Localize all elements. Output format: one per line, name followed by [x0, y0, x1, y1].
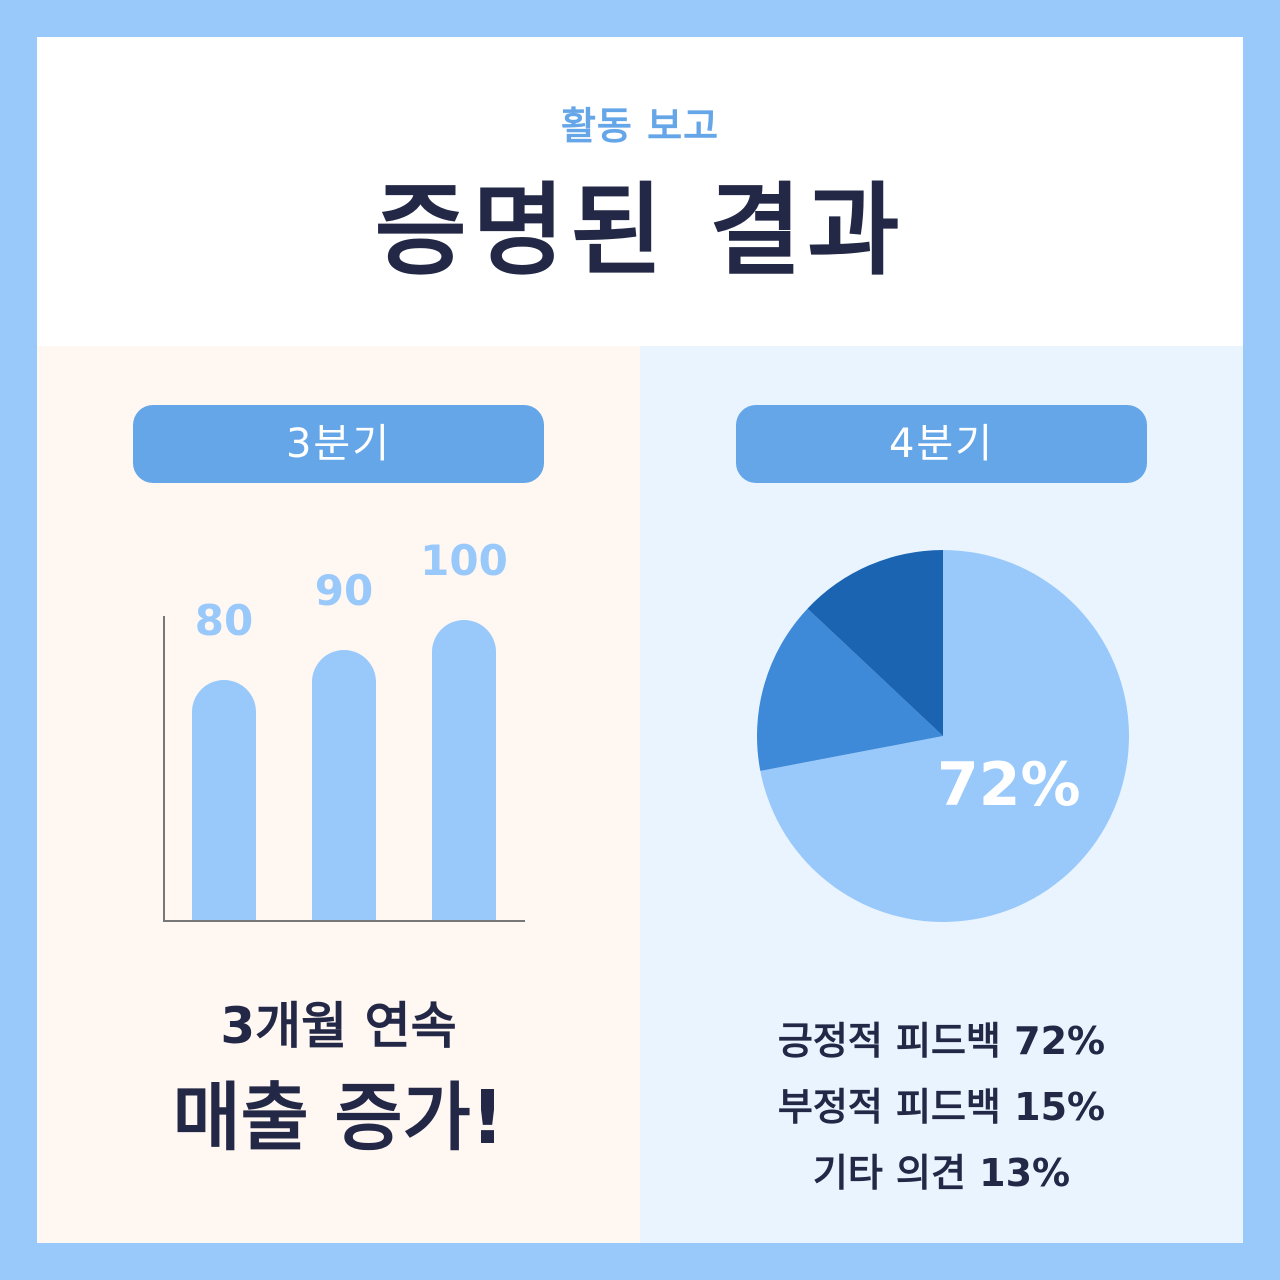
caption-line-1: 3개월 연속	[220, 997, 457, 1055]
legend-other: 기타 의견 13%	[812, 1151, 1071, 1195]
bar-label-2: 90	[314, 566, 374, 615]
header: 활동 보고 증명된 결과	[37, 37, 1243, 346]
caption-line-2: 매출 증가!	[172, 1075, 505, 1161]
legend-positive: 긍정적 피드백 72%	[777, 1019, 1106, 1063]
bar-label-3: 100	[420, 536, 508, 585]
q4-label-pill: 4분기	[736, 405, 1147, 483]
report-card: 활동 보고 증명된 결과 3분기 80 90 100 3개월 연속 매출 증가!…	[37, 37, 1243, 1243]
page-title: 증명된 결과	[374, 172, 906, 289]
bar-3	[432, 620, 496, 920]
q4-panel: 4분기 72% 긍정적 피드백 72% 부정적 피드백 15% 기타 의견 13…	[640, 346, 1243, 1243]
bar-1	[192, 680, 256, 920]
q3-panel: 3분기 80 90 100 3개월 연속 매출 증가!	[37, 346, 640, 1243]
pie-slice-positive	[760, 550, 1129, 922]
legend-negative: 부정적 피드백 15%	[777, 1085, 1106, 1129]
pie-slice-negative	[757, 608, 943, 771]
bar-chart: 80 90 100	[163, 536, 525, 922]
q3-label-pill: 3분기	[133, 405, 544, 483]
pie-chart	[757, 550, 1129, 922]
pie-slice-other	[807, 550, 943, 736]
y-axis	[163, 616, 165, 922]
x-axis	[163, 920, 525, 922]
pie-center-label: 72%	[937, 750, 1081, 820]
subtitle: 활동 보고	[560, 104, 720, 148]
bar-2	[312, 650, 376, 920]
bar-label-1: 80	[194, 596, 254, 645]
